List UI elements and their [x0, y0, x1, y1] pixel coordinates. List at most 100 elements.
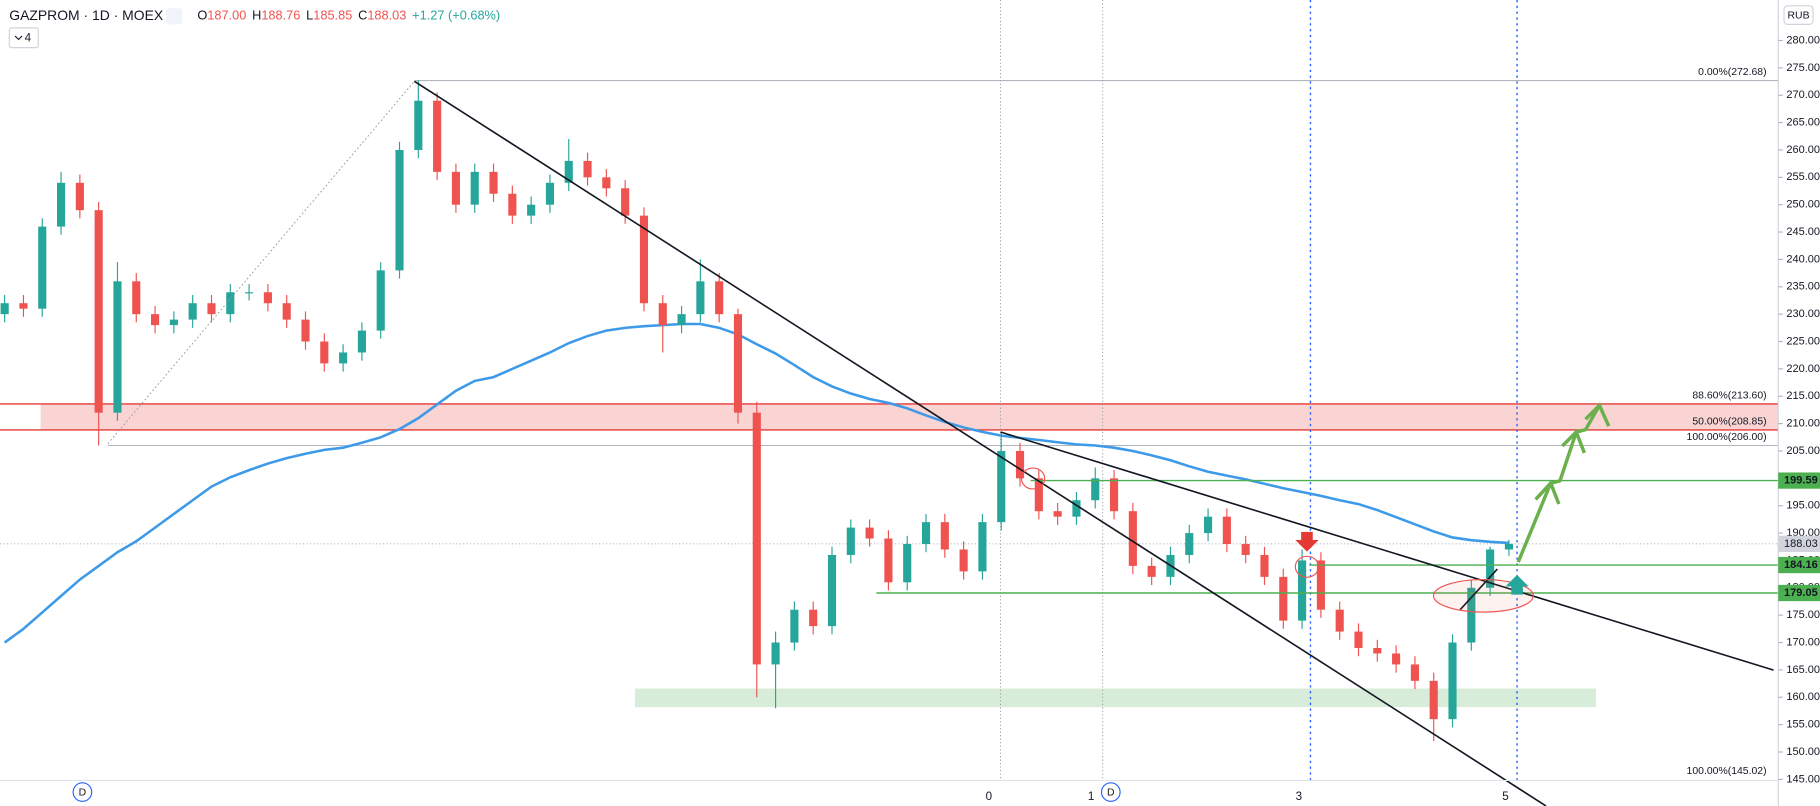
- event-marker[interactable]: [72, 782, 93, 802]
- candle-body: [1448, 642, 1457, 720]
- candle-body: [602, 177, 611, 189]
- resistance-label: 50.00%(208.85): [1692, 417, 1766, 428]
- candle-body: [1072, 500, 1081, 517]
- candle-body: [827, 554, 837, 627]
- candle-body: [1147, 565, 1156, 577]
- candle-body: [658, 303, 667, 326]
- candle-body: [583, 160, 592, 178]
- indicators-toggle[interactable]: [8, 27, 39, 49]
- y-tick-label: 225.00: [1786, 335, 1820, 347]
- currency-box[interactable]: [1783, 5, 1814, 25]
- candle-body: [508, 193, 517, 216]
- candle-body: [1486, 549, 1495, 588]
- candle-body: [1504, 543, 1513, 550]
- highlight-circle: [1020, 467, 1046, 490]
- resistance-label: 88.60%(213.60): [1692, 391, 1766, 402]
- candle-body: [38, 226, 47, 309]
- moving-average: [3, 322, 1510, 644]
- down-arrow: [1295, 531, 1319, 552]
- candle-body: [940, 522, 949, 550]
- candle-body: [527, 204, 536, 216]
- time-zone-label: 3: [1296, 790, 1302, 803]
- candle-body: [226, 292, 235, 315]
- y-tick-label: 270.00: [1786, 89, 1820, 101]
- candle-body: [696, 281, 705, 315]
- candle-body: [282, 303, 291, 320]
- indicator-count: 4: [25, 31, 32, 44]
- y-tick-label: 280.00: [1786, 34, 1820, 46]
- event-marker[interactable]: [1100, 782, 1121, 802]
- ohlc-value: 188.03: [367, 8, 406, 23]
- time-zone-label: 0: [986, 790, 992, 803]
- candle-body: [865, 527, 874, 539]
- fib-anchor-line: [107, 80, 415, 444]
- y-tick-label: 255.00: [1786, 171, 1820, 183]
- fib-label: 100.00%(206.00): [1687, 432, 1767, 443]
- projection-arrowhead: [1561, 428, 1586, 454]
- candle-body: [997, 450, 1006, 523]
- candle-body: [1298, 560, 1307, 621]
- y-tick-label: 220.00: [1786, 363, 1820, 375]
- candle-body: [1034, 478, 1043, 512]
- support-tag-label: 179.05: [1784, 587, 1818, 599]
- trend-line: [1000, 431, 1774, 671]
- support-tag-label: 199.59: [1784, 474, 1818, 486]
- highlight-ellipse: [1432, 578, 1534, 613]
- candle-body: [978, 522, 987, 572]
- candle-body: [545, 182, 555, 205]
- candle-body: [0, 303, 9, 315]
- candle-body: [56, 182, 66, 227]
- main-layer: [0, 80, 1779, 742]
- ohlc-change: +1.27 (+0.68%): [412, 8, 500, 23]
- last-price-label: 188.03: [1784, 538, 1818, 550]
- candle-body: [94, 210, 103, 413]
- candle-body: [1222, 516, 1231, 545]
- candle-body: [752, 412, 761, 665]
- y-tick-label: 145.00: [1786, 773, 1820, 785]
- y-tick-label: 245.00: [1786, 226, 1820, 238]
- candle-body: [339, 352, 348, 364]
- price-axis-bg: [1778, 0, 1820, 806]
- candle-body: [1185, 533, 1194, 555]
- time-zone-label: 1: [1088, 790, 1094, 803]
- header: GAZPROM · 1D · MOEX O187.00 H188.76 L185.8…: [8, 5, 1814, 49]
- candle-body: [1279, 576, 1288, 621]
- y-tick-label: 170.00: [1786, 636, 1820, 648]
- candle-body: [733, 314, 743, 413]
- candle-body: [470, 171, 479, 205]
- candle-body: [414, 100, 423, 150]
- candle-body: [188, 303, 197, 320]
- candle-body: [1204, 516, 1213, 534]
- y-tick-label: 265.00: [1786, 116, 1820, 128]
- candle-body: [1392, 653, 1401, 665]
- projection-arrowhead: [1534, 479, 1561, 505]
- y-tick-label: 155.00: [1786, 719, 1820, 731]
- y-tick-label: 165.00: [1786, 664, 1820, 676]
- y-tick-label: 235.00: [1786, 281, 1820, 293]
- time-zone-label: 5: [1502, 790, 1508, 803]
- candle-body: [113, 281, 122, 413]
- ohlc-value: 188.76: [261, 8, 300, 23]
- candle-body: [771, 642, 780, 665]
- candle-body: [884, 538, 893, 583]
- chevron: [14, 35, 23, 41]
- y-tick-label: 210.00: [1786, 418, 1820, 430]
- candle-body: [433, 100, 442, 172]
- y-tick-label: 205.00: [1786, 445, 1820, 457]
- y-tick-label: 260.00: [1786, 144, 1820, 156]
- ohlc-value: 185.85: [313, 8, 352, 23]
- candle-body: [75, 182, 84, 211]
- highlight-circle: [1294, 555, 1320, 578]
- candle-body: [903, 544, 912, 583]
- candle-body: [132, 281, 141, 315]
- support-tag: [1778, 584, 1820, 602]
- candle-body: [245, 292, 254, 294]
- fib-label: 100.00%(145.02): [1687, 766, 1767, 777]
- visibility-toggle[interactable]: [165, 8, 183, 25]
- candle-body: [1128, 511, 1137, 566]
- candle-body: [395, 149, 404, 271]
- candle-body: [489, 171, 498, 194]
- candle-body: [263, 292, 272, 304]
